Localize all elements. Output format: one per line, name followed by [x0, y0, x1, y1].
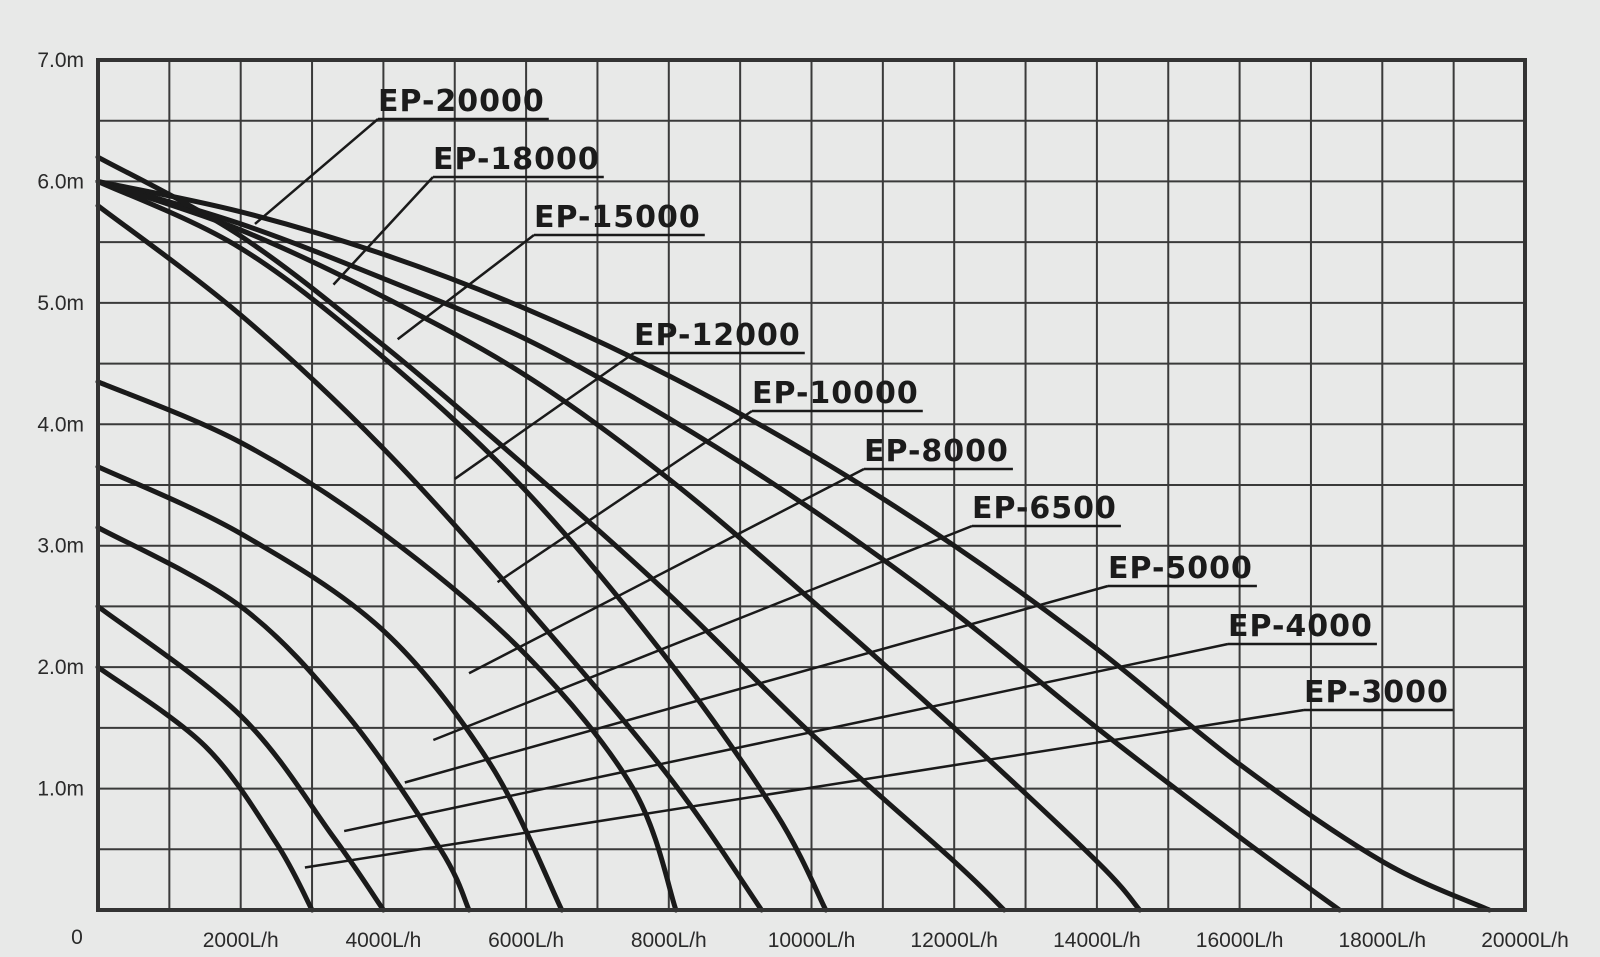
series-label-ep-3000: EP-3000 — [1304, 675, 1449, 710]
y-axis-ticks: 1.0m 2.0m 3.0m 4.0m 5.0m 6.0m 7.0m — [37, 49, 84, 801]
leader-line — [496, 409, 753, 584]
y-tick-label: 6.0m — [37, 170, 84, 193]
curve-ep-15000 — [95, 178, 1143, 913]
x-tick-label: 12000L/h — [910, 929, 998, 952]
series-label-ep-8000: EP-8000 — [864, 434, 1009, 469]
x-tick-label: 18000L/h — [1339, 929, 1427, 952]
plot-frame — [96, 58, 1527, 912]
leader-line — [332, 176, 434, 286]
curve-ep-5000 — [95, 464, 565, 913]
x-tick-label: 4000L/h — [345, 929, 421, 952]
x-tick-label: 16000L/h — [1196, 929, 1284, 952]
grid — [98, 60, 1525, 910]
leader-line — [432, 524, 973, 742]
series-label-ep-6500: EP-6500 — [972, 491, 1117, 526]
curve-ep-10000 — [95, 178, 829, 913]
curve-ep-20000 — [95, 178, 1492, 913]
leader-line — [304, 708, 1305, 869]
series-label-ep-18000: EP-18000 — [433, 142, 600, 177]
y-tick-label: 7.0m — [37, 49, 84, 72]
y-tick-label: 3.0m — [37, 535, 84, 558]
y-tick-label: 2.0m — [37, 656, 84, 679]
series-curves — [95, 154, 1492, 913]
series-label-ep-4000: EP-4000 — [1228, 609, 1373, 644]
origin-label: 0 — [71, 926, 83, 949]
x-axis-ticks: 2000L/h 4000L/h 6000L/h 8000L/h 10000L/h 1200… — [203, 929, 1569, 952]
curve-ep-6500 — [95, 379, 679, 913]
y-tick-label: 1.0m — [37, 778, 84, 801]
leader-line — [404, 584, 1109, 784]
series-label-ep-12000: EP-12000 — [634, 318, 801, 353]
leader-line — [454, 351, 635, 480]
series-label-ep-5000: EP-5000 — [1108, 551, 1253, 586]
label-leaders — [254, 117, 1453, 869]
x-tick-label: 10000L/h — [768, 929, 856, 952]
y-tick-label: 4.0m — [37, 413, 84, 436]
series-labels: EP-20000 EP-18000 EP-15000 EP-12000 EP-10000… — [378, 84, 1449, 710]
series-label-ep-15000: EP-15000 — [534, 200, 701, 235]
curve-ep-18000 — [95, 178, 1342, 913]
x-tick-label: 14000L/h — [1053, 929, 1141, 952]
series-label-ep-10000: EP-10000 — [752, 376, 919, 411]
curve-unlabeled — [95, 664, 315, 913]
leader-line — [254, 118, 379, 225]
x-tick-label: 2000L/h — [203, 929, 279, 952]
y-tick-label: 5.0m — [37, 292, 84, 315]
curve-ep-4000 — [95, 525, 472, 913]
curve-ep-12000 — [95, 154, 1007, 913]
x-tick-label: 8000L/h — [631, 929, 707, 952]
series-label-ep-20000: EP-20000 — [378, 84, 545, 119]
leader-line — [396, 234, 535, 341]
leader-line — [468, 467, 865, 675]
x-tick-label: 20000L/h — [1481, 929, 1569, 952]
x-tick-label: 6000L/h — [488, 929, 564, 952]
curve-ep-3000 — [95, 603, 386, 913]
curve-ep-8000 — [95, 203, 765, 913]
leader-line — [343, 642, 1229, 833]
